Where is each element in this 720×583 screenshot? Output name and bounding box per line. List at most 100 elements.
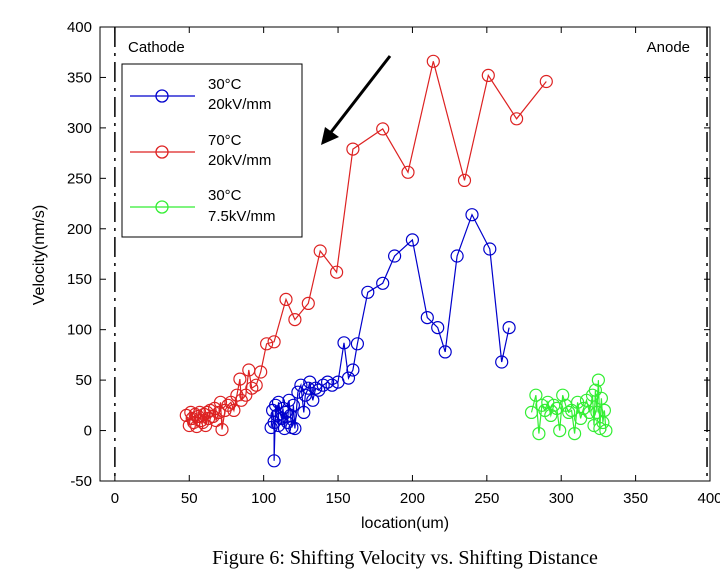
data-point (426, 54, 440, 68)
x-tick-label: 150 (326, 490, 351, 507)
data-point (599, 424, 613, 438)
data-point (361, 285, 375, 299)
series-2 (179, 54, 553, 437)
legend-box (121, 63, 303, 238)
series-1 (264, 208, 516, 468)
data-point (529, 388, 543, 402)
legend-entry-1: 30°C 20kV/mm (130, 76, 271, 113)
data-point (341, 371, 356, 385)
data-point (233, 372, 247, 386)
data-point (590, 405, 604, 419)
data-point (209, 413, 223, 428)
data-point (376, 122, 390, 136)
data-point (450, 249, 464, 263)
legend-entry-2: 70°C 20kV/mm (130, 132, 271, 169)
data-point (438, 345, 452, 359)
x-tick-label: 200 (400, 490, 425, 507)
data-point (227, 403, 241, 417)
data-point (269, 398, 283, 412)
data-point (267, 454, 281, 468)
axes: 0 50 100 150 200 250 300 350 400 -50 0 50 100 150 200 2… (67, 19, 720, 507)
legend-label-3a: 30°C (208, 187, 242, 204)
y-tick-label: 300 (67, 120, 92, 137)
direction-arrow (321, 55, 392, 145)
data-point (553, 424, 567, 438)
plot-frame (99, 26, 711, 482)
data-point (254, 365, 268, 379)
data-point (401, 165, 415, 179)
data-point (309, 381, 323, 395)
data-point (271, 418, 286, 433)
data-point (249, 378, 263, 392)
data-point (582, 405, 597, 419)
data-point (301, 296, 315, 310)
data-point (550, 401, 564, 415)
data-point (346, 142, 360, 156)
data-point (556, 388, 570, 402)
series-layer (179, 54, 613, 468)
data-point (346, 363, 360, 377)
series-3 (524, 373, 613, 441)
data-point (587, 418, 601, 433)
data-point (567, 427, 582, 441)
data-point (431, 321, 445, 335)
data-point (288, 421, 302, 436)
legend-label-2a: 70°C (208, 132, 242, 149)
data-point (298, 388, 312, 402)
data-point (215, 422, 229, 437)
data-point (330, 265, 344, 279)
data-point (230, 388, 244, 402)
data-point (279, 405, 293, 419)
data-point (532, 427, 546, 441)
data-point (282, 393, 296, 407)
data-point (212, 405, 226, 419)
data-point (267, 415, 281, 430)
y-tick-label: -50 (70, 473, 92, 490)
data-point (182, 418, 196, 433)
data-point (234, 393, 248, 407)
data-point (297, 405, 311, 419)
data-point (420, 311, 434, 325)
data-point (260, 337, 274, 351)
overlay: Cathode Anode (128, 39, 690, 145)
data-point (509, 112, 524, 126)
y-tick-label: 50 (75, 372, 92, 389)
data-point (457, 173, 472, 187)
data-point (286, 398, 300, 412)
data-point (388, 249, 402, 263)
anode-label: Anode (647, 39, 690, 56)
data-point (562, 405, 576, 419)
data-point (376, 276, 390, 290)
data-point (405, 233, 419, 247)
legend-label-1b: 20kV/mm (208, 96, 271, 113)
cathode-label: Cathode (128, 39, 185, 56)
data-point (524, 405, 539, 419)
legend-label-2b: 20kV/mm (208, 152, 271, 169)
legend-entry-3: 30°C 7.5kV/mm (130, 187, 276, 225)
x-tick-label: 0 (111, 490, 119, 507)
series-line (185, 61, 547, 430)
y-axis-title: Velocity(nm/s) (31, 205, 48, 305)
data-point (199, 418, 213, 433)
data-point (541, 395, 555, 409)
data-point (279, 292, 293, 306)
data-point (465, 208, 479, 222)
data-point (316, 378, 330, 392)
data-point (350, 337, 364, 351)
data-point (306, 393, 320, 407)
data-point (481, 68, 495, 83)
data-point (277, 421, 292, 436)
data-point (313, 244, 327, 258)
y-tick-label: 0 (84, 423, 92, 440)
x-tick-label: 250 (474, 490, 499, 507)
data-point (597, 403, 612, 417)
data-point (539, 74, 553, 89)
data-point (591, 373, 606, 387)
legend: 30°C 20kV/mm 70°C 20kV/mm 30°C 7.5kV/mm (121, 63, 303, 238)
data-point (301, 381, 315, 395)
data-point (573, 411, 588, 425)
x-tick-label: 350 (623, 490, 648, 507)
data-point (593, 421, 607, 436)
x-tick-label: 400 (697, 490, 720, 507)
